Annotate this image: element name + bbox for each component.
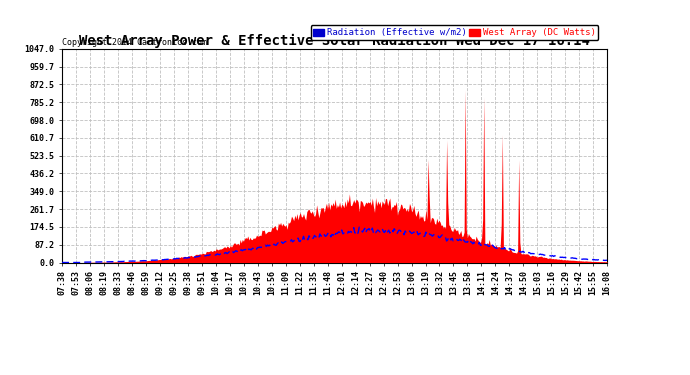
- Legend: Radiation (Effective w/m2), West Array (DC Watts): Radiation (Effective w/m2), West Array (…: [310, 26, 598, 40]
- Title: West Array Power & Effective Solar Radiation Wed Dec 17 16:14: West Array Power & Effective Solar Radia…: [79, 33, 590, 48]
- Text: Copyright 2014 Cartronics.com: Copyright 2014 Cartronics.com: [62, 38, 207, 46]
